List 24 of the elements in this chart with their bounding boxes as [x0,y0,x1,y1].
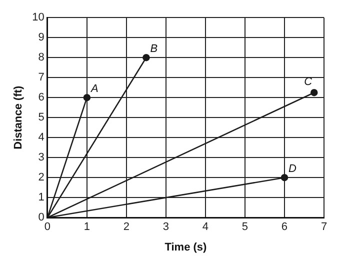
x-axis-title: Time (s) [164,241,208,254]
y-tick-label: 1 [38,192,44,204]
series-label: B [150,43,158,56]
y-tick-label: 0 [38,212,44,224]
y-tick-label: 7 [38,72,44,84]
y-tick-label: 10 [32,12,44,24]
x-tick-label: 5 [242,221,248,234]
x-tick-label: 4 [202,221,209,234]
series-label: C [304,76,312,88]
y-tick-label: 2 [38,172,44,184]
y-tick-label: 4 [38,132,44,144]
y-tick-label: 3 [38,152,44,164]
x-tick-label: 1 [84,221,90,234]
y-axis-title: Distance (ft) [12,85,25,150]
y-tick-label: 8 [38,52,44,64]
x-tick-label: 7 [320,221,328,234]
x-tick-label: 3 [162,221,170,234]
x-tick-label: 2 [123,221,130,234]
series-label: A [90,83,98,96]
y-tick-label: 5 [38,112,44,124]
y-tick-label: 6 [38,92,44,104]
series-label: D [288,163,296,176]
y-tick-label: 9 [38,32,44,44]
x-tick-label: 6 [281,221,288,234]
